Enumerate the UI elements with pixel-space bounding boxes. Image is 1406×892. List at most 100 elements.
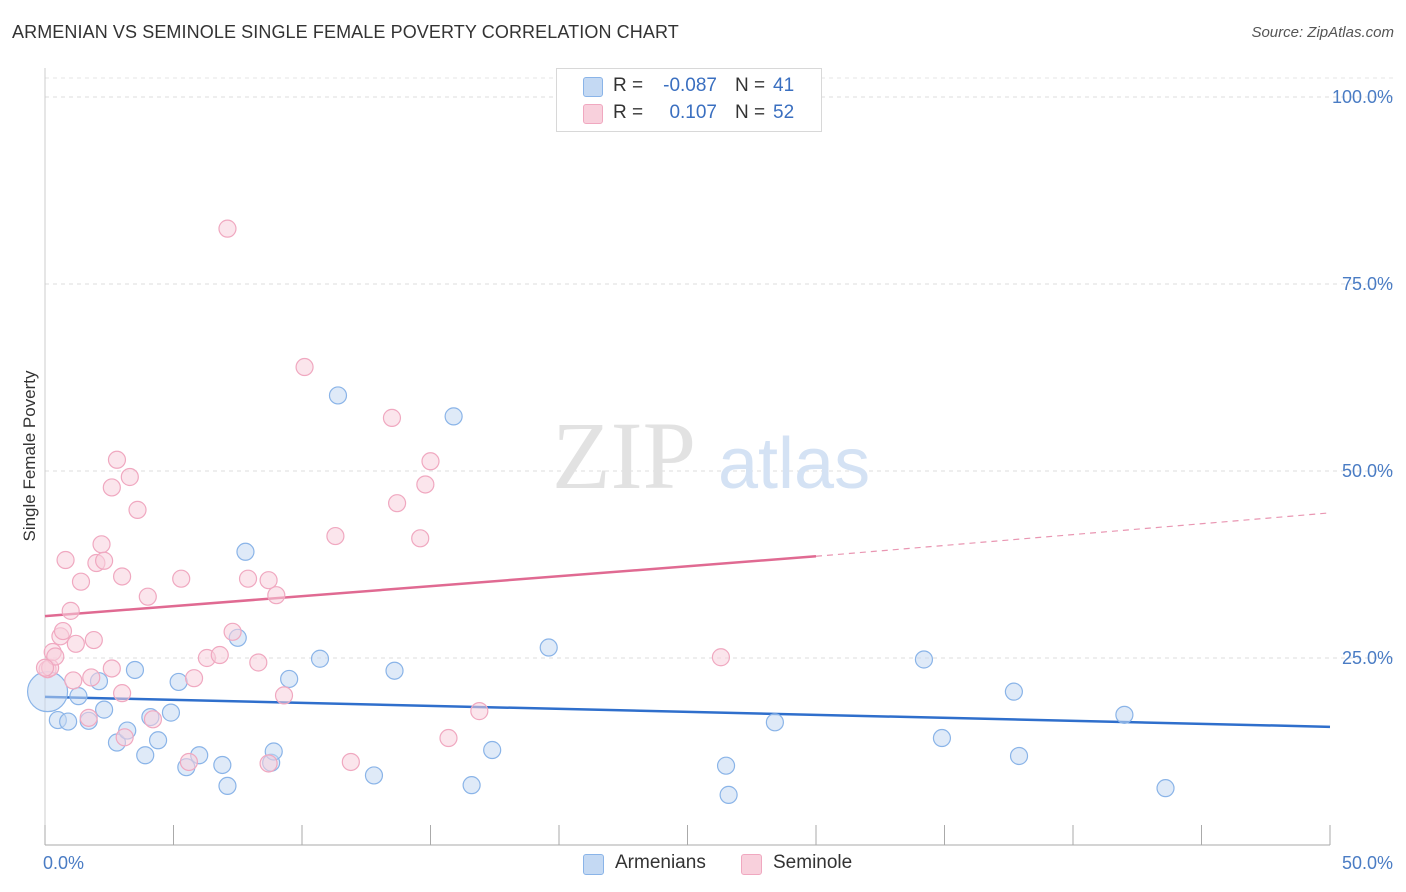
point-seminole [218,219,237,238]
point-seminole [138,587,157,606]
y-tick-label: 50.0% [1342,461,1393,481]
bottom-legend-swatch-armenians [583,854,604,875]
bottom-legend-label-seminole: Seminole [773,852,853,873]
point-armenians [148,731,168,750]
point-seminole [416,475,435,494]
point-armenians [213,755,232,775]
point-seminole [84,630,103,650]
point-armenians [236,542,255,561]
point-seminole [267,586,286,605]
point-armenians [1115,705,1134,724]
point-seminole [711,648,731,667]
point-seminole [102,659,121,678]
point-armenians [1156,779,1175,798]
point-armenians [280,669,299,689]
legend-n-value: 41 [773,75,795,96]
point-seminole [411,529,430,548]
point-seminole [53,621,73,641]
legend-r-value: 0.107 [669,102,717,123]
point-armenians [483,740,502,760]
point-seminole [341,752,360,772]
correlation-legend: R = -0.087 N = 41 R = 0.107 N = 52 [556,68,822,132]
point-armenians [932,728,952,748]
point-seminole [66,634,85,653]
point-seminole [79,708,98,727]
point-seminole [35,658,55,677]
point-seminole [387,494,407,513]
trend-lines [44,512,1331,729]
point-seminole [470,702,489,721]
watermark: ZIP atlas [552,402,870,509]
point-seminole [112,684,132,703]
point-armenians [136,746,155,765]
axes [44,68,1331,846]
legend-n-label: N = [735,75,766,96]
point-seminole [143,710,163,729]
bottom-legend-label-armenians: Armenians [615,852,706,873]
point-armenians [218,776,237,796]
watermark-zip: ZIP [552,402,696,509]
legend-swatch-seminole [583,104,603,124]
point-armenians [169,672,188,692]
point-armenians [1004,682,1023,701]
point-seminole [326,526,345,546]
trend-line-armenians [44,695,1331,729]
point-seminole [64,671,83,690]
point-armenians [69,687,88,706]
y-tick-labels: 25.0% 50.0% 75.0% 100.0% [1332,87,1393,668]
x-tick-labels: 0.0% 50.0% [43,853,1393,873]
chart-title: ARMENIAN VS SEMINOLE SINGLE FEMALE POVER… [12,22,679,42]
point-seminole [184,669,204,688]
point-seminole [128,500,147,519]
point-seminole [95,551,114,570]
point-seminole [238,569,258,588]
point-seminole [120,467,139,487]
point-seminole [71,572,91,591]
point-seminole [223,622,242,641]
point-seminole [259,571,278,590]
point-seminole [92,535,111,554]
point-seminole [382,408,402,427]
point-armenians [1009,746,1029,766]
point-seminole [46,647,65,666]
legend-swatch-armenians [583,77,603,97]
point-seminole [107,450,127,469]
point-armenians [719,785,738,804]
point-seminole [210,645,229,665]
legend-n-label: N = [735,102,766,123]
y-tick-label: 100.0% [1332,87,1393,107]
bottom-legend-armenians: Armenians [583,852,723,876]
x-tick-label: 0.0% [43,853,84,873]
point-seminole [439,728,458,748]
legend-r-value: -0.087 [663,75,717,96]
point-armenians [716,756,736,775]
point-seminole [115,728,134,747]
point-seminole [82,668,101,687]
legend-r-label: R = [613,75,644,96]
point-seminole [112,567,132,586]
point-seminole [172,569,191,588]
bottom-legend-seminole: Seminole [741,852,871,876]
bottom-legend-swatch-seminole [741,854,762,875]
point-armenians [328,386,348,405]
watermark-atlas: atlas [718,424,870,504]
point-armenians [462,776,481,795]
point-seminole [56,550,75,570]
point-armenians [539,638,558,657]
trend-extension-seminole [815,512,1331,557]
y-tick-label: 75.0% [1342,274,1393,294]
point-seminole [295,357,314,377]
y-axis-label: Single Female Poverty [20,370,39,542]
point-seminole [61,601,80,620]
chart-source: Source: ZipAtlas.com [1251,24,1394,41]
point-armenians [765,713,784,732]
point-armenians [95,700,114,719]
point-seminole [249,653,268,672]
point-seminole [179,752,199,772]
point-armenians [310,649,330,668]
point-armenians [385,661,404,680]
point-seminole [102,478,121,497]
legend-r-label: R = [613,102,644,123]
x-tick-label: 50.0% [1342,853,1393,873]
